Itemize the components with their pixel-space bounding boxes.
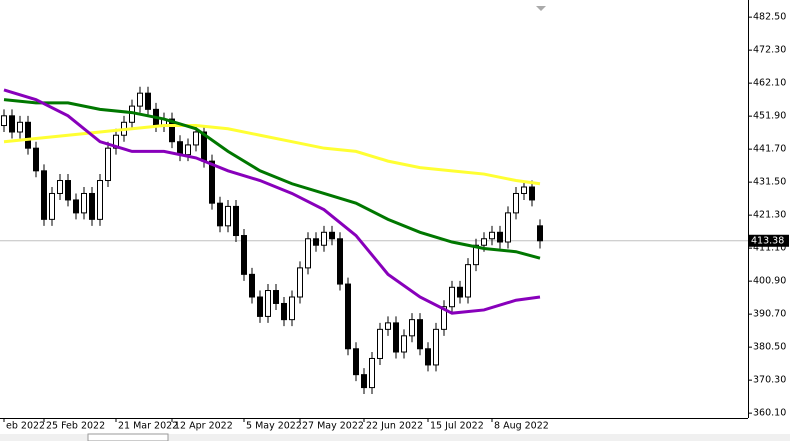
candle-body <box>265 290 271 317</box>
last-price-box <box>749 234 789 247</box>
y-tick-label: 360.10 <box>753 408 786 419</box>
candle-body <box>177 141 183 156</box>
y-tick-label: 380.50 <box>753 342 786 353</box>
candle-body <box>361 374 367 389</box>
candle-body <box>17 121 23 133</box>
y-tick-label: 451.90 <box>753 111 786 122</box>
candle-body <box>193 131 199 146</box>
y-tick-label: 441.70 <box>753 144 786 155</box>
candle-body <box>65 180 71 201</box>
candle-body <box>33 147 39 172</box>
candle-body <box>1 115 7 127</box>
y-tick-label: 390.70 <box>753 309 786 320</box>
candle-body <box>89 192 95 220</box>
candle-body <box>337 238 343 285</box>
y-tick-label: 400.90 <box>753 276 786 287</box>
moving-average <box>3 124 541 186</box>
candle-body <box>449 286 455 308</box>
last-price-label: 413.38 <box>751 235 784 246</box>
candle-body <box>417 319 423 350</box>
candle-body <box>433 328 439 366</box>
x-tick-label: 25 Feb 2022 <box>46 421 105 432</box>
candle-body <box>369 357 375 389</box>
candle-body <box>185 144 191 156</box>
y-tick-label: 411.10 <box>753 243 786 254</box>
y-tick-label: 431.50 <box>753 177 786 188</box>
candle-body <box>425 348 431 366</box>
candle-body <box>329 231 335 240</box>
candle-body <box>233 205 239 237</box>
candle-body <box>321 231 327 246</box>
candle-body <box>249 273 255 298</box>
candle-body <box>457 286 463 298</box>
candle-body <box>25 121 31 149</box>
moving-average <box>3 98 541 260</box>
candle-body <box>441 306 447 330</box>
y-tick-label: 370.30 <box>753 375 786 386</box>
shift-marker <box>536 6 546 11</box>
moving-average <box>3 88 541 315</box>
candle-body <box>217 202 223 227</box>
candle-body <box>393 322 399 353</box>
y-tick-label: 462.10 <box>753 78 786 89</box>
candle-body <box>489 231 495 240</box>
tab[interactable] <box>87 433 169 441</box>
candle-body <box>481 238 487 246</box>
candle-body <box>497 231 503 243</box>
candle-body <box>409 319 415 337</box>
candle-body <box>49 192 55 220</box>
candle-body <box>353 348 359 376</box>
candle-body <box>529 186 535 201</box>
candle-body <box>401 335 407 353</box>
x-tick-label: 22 Jun 2022 <box>366 421 423 432</box>
candle-body <box>137 92 143 107</box>
candle-body <box>465 264 471 298</box>
x-tick-label: 27 May 2022 <box>302 421 364 432</box>
tab-strip <box>0 434 790 441</box>
candle-body <box>113 134 119 149</box>
candle-body <box>305 238 311 269</box>
candle-body <box>505 212 511 243</box>
candle-body <box>273 290 279 304</box>
candle-body <box>257 296 263 317</box>
candle-body <box>241 235 247 275</box>
candle-body <box>537 225 543 242</box>
candle-body <box>513 192 519 214</box>
y-tick-label: 472.30 <box>753 45 786 56</box>
candle-body <box>73 199 79 214</box>
candle-body <box>313 238 319 246</box>
candle-body <box>385 322 391 330</box>
candle-body <box>297 267 303 298</box>
candle-body <box>345 283 351 350</box>
candle-body <box>145 92 151 110</box>
candle-body <box>377 328 383 359</box>
candle-body <box>169 118 175 143</box>
x-tick-label: 15 Jul 2022 <box>430 421 484 432</box>
candle-body <box>57 180 63 194</box>
candle-body <box>9 115 15 133</box>
x-tick-label: 21 Mar 2022 <box>118 421 178 432</box>
candle-body <box>473 244 479 266</box>
candle-body <box>209 160 215 204</box>
y-tick-label: 421.30 <box>753 210 786 221</box>
candle-body <box>521 186 527 194</box>
x-tick-label: 8 Aug 2022 <box>494 421 549 432</box>
x-tick-label: 12 Apr 2022 <box>174 421 233 432</box>
candle-body <box>41 170 47 220</box>
candle-body <box>225 205 231 227</box>
candle-body <box>97 180 103 220</box>
x-tick-label: 5 May 2022 <box>246 421 302 432</box>
x-tick-label: eb 2022 <box>6 421 45 432</box>
candle-body <box>105 147 111 182</box>
candle-body <box>81 192 87 214</box>
y-tick-label: 482.50 <box>753 12 786 23</box>
candle-body <box>281 302 287 321</box>
candle-body <box>289 296 295 321</box>
